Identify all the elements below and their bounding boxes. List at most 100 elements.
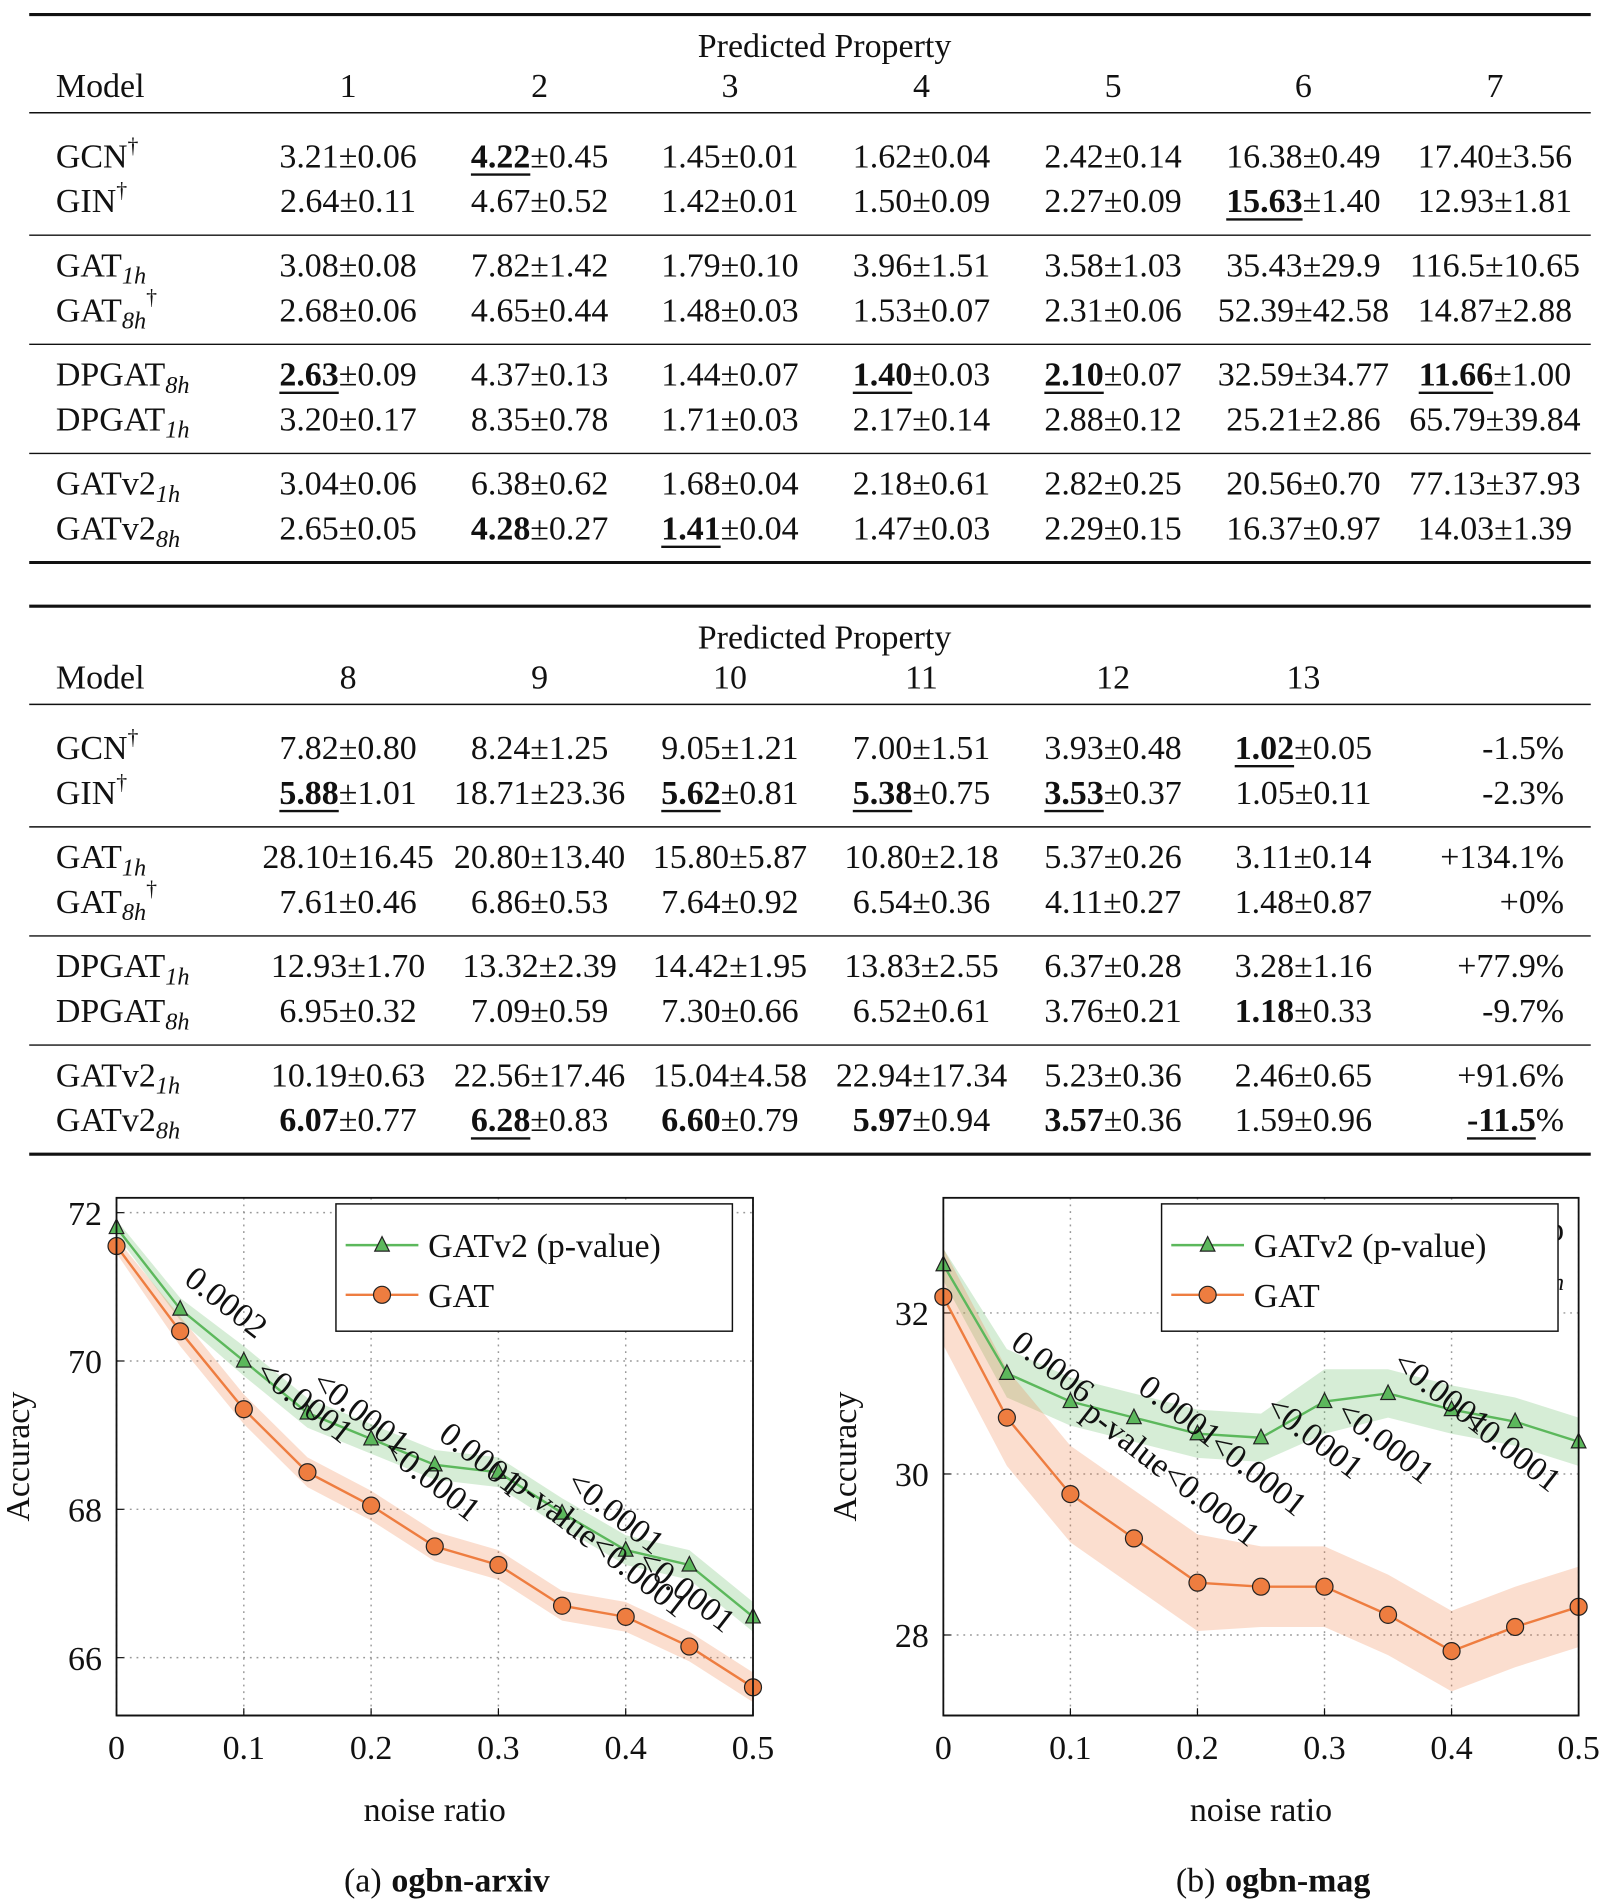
cell-std: ±0.14 bbox=[1293, 839, 1371, 876]
model-sub: 8h bbox=[122, 308, 146, 335]
marker bbox=[298, 1463, 317, 1482]
y-tick-label: 68 bbox=[68, 1492, 102, 1529]
column-header: 4 bbox=[913, 68, 930, 105]
cell-mean: +77.9% bbox=[1457, 948, 1564, 985]
cell-mean: 12.93 bbox=[1418, 183, 1494, 220]
column-header: 2 bbox=[531, 68, 548, 105]
legend-label: GATv2 (p-value) bbox=[428, 1228, 661, 1265]
cell-std: ±0.79 bbox=[721, 1102, 799, 1139]
cell-mean: 2.82 bbox=[1044, 466, 1103, 503]
cell-std: ±0.08 bbox=[339, 247, 417, 284]
legend-label: GAT bbox=[1254, 1278, 1320, 1315]
cell-std: ±0.94 bbox=[912, 1102, 990, 1139]
x-tick-label: 0.2 bbox=[1176, 1730, 1218, 1767]
cell-mean: 4.37 bbox=[471, 357, 530, 394]
cell-mean: 7.30 bbox=[661, 993, 720, 1030]
cell-mean: 1.48 bbox=[661, 292, 720, 329]
cell-mean: 6.28 bbox=[471, 1102, 530, 1139]
legend-marker bbox=[1198, 1285, 1217, 1304]
x-tick-label: 0.5 bbox=[732, 1730, 774, 1767]
cell-std: ±0.63 bbox=[347, 1057, 425, 1094]
cell-std: ±0.49 bbox=[1303, 138, 1381, 175]
cell-std: ±0.12 bbox=[1104, 401, 1182, 438]
cell-mean: 65.79 bbox=[1409, 401, 1485, 438]
x-tick-label: 0 bbox=[935, 1730, 952, 1767]
marker bbox=[617, 1540, 634, 1557]
cell-std: ±0.04 bbox=[912, 138, 990, 175]
x-tick-label: 0.3 bbox=[1303, 1730, 1345, 1767]
cell-mean: 1.48 bbox=[1235, 884, 1294, 921]
y-tick-label: 30 bbox=[895, 1457, 929, 1494]
model-sub: 8h bbox=[156, 526, 180, 553]
cell-std: ±0.09 bbox=[1104, 183, 1182, 220]
cell-std: ±0.01 bbox=[721, 183, 799, 220]
cell-mean: -1.5% bbox=[1482, 730, 1564, 767]
cell-mean: 11.66 bbox=[1419, 357, 1493, 394]
caption-label: (b) bbox=[1176, 1862, 1216, 1899]
cell-mean: 1.62 bbox=[853, 138, 912, 175]
cell-std: ±0.65 bbox=[1294, 1057, 1372, 1094]
cell-mean: +134.1% bbox=[1440, 839, 1564, 876]
cell-std: ±42.58 bbox=[1294, 292, 1389, 329]
y-axis-label: Accuracy bbox=[0, 1392, 37, 1522]
cell-mean: 2.17 bbox=[853, 401, 912, 438]
legend-box bbox=[1160, 1203, 1559, 1332]
cell-mean: 28.10 bbox=[262, 839, 338, 876]
marker bbox=[1124, 1529, 1144, 1548]
cell-mean: 15.04 bbox=[653, 1057, 729, 1094]
std-band bbox=[943, 1248, 1579, 1466]
cell-std: ±0.75 bbox=[912, 775, 990, 812]
cell-mean: 77.13 bbox=[1409, 466, 1485, 503]
model: GATv2 bbox=[56, 1057, 156, 1094]
model-name: GIN† bbox=[56, 770, 127, 812]
cell-std: ±0.14 bbox=[912, 401, 990, 438]
cell-mean: 3.11 bbox=[1235, 839, 1293, 876]
cell-std: ±0.27 bbox=[530, 511, 608, 548]
cell-std: ±0.03 bbox=[721, 401, 799, 438]
cell-std: ±0.05 bbox=[339, 511, 417, 548]
cell-mean: 1.50 bbox=[853, 183, 912, 220]
marker bbox=[171, 1299, 189, 1316]
x-tick-label: 0.2 bbox=[350, 1730, 392, 1767]
cell-mean: 3.08 bbox=[279, 247, 338, 284]
marker bbox=[1379, 1383, 1397, 1401]
cell-mean: 2.68 bbox=[279, 292, 338, 329]
cell-mean: 18.71 bbox=[454, 775, 530, 812]
model-sup: † bbox=[146, 877, 157, 901]
model-name: GAT1h bbox=[56, 247, 146, 289]
cell-mean: 2.65 bbox=[279, 511, 338, 548]
marker bbox=[553, 1503, 571, 1520]
cell-mean: -9.7% bbox=[1482, 993, 1564, 1030]
cell-mean: 2.27 bbox=[1044, 183, 1103, 220]
cell-std: ±0.87 bbox=[1294, 884, 1372, 921]
cell-mean: 17.40 bbox=[1418, 138, 1494, 175]
cell-std: ±0.09 bbox=[912, 183, 990, 220]
model-sup: † bbox=[116, 770, 127, 794]
cell-std: ±2.18 bbox=[921, 839, 999, 876]
x-tick-label: 0.1 bbox=[1049, 1730, 1091, 1767]
caption: (a) ogbn-arxiv bbox=[344, 1862, 550, 1899]
cell-std: ±0.59 bbox=[530, 993, 608, 1030]
cell-std: ±0.46 bbox=[339, 884, 417, 921]
cell-mean: 14.03 bbox=[1418, 511, 1494, 548]
cell-mean: 3.53 bbox=[1044, 775, 1103, 812]
cell-mean: 3.20 bbox=[279, 401, 338, 438]
cell-std: ±1.25 bbox=[530, 730, 608, 767]
cell-mean: 13.32 bbox=[462, 948, 538, 985]
x-tick-label: 0.5 bbox=[1557, 1730, 1599, 1767]
cell-std: ±1.00 bbox=[1493, 357, 1571, 394]
cell-mean: +0% bbox=[1500, 884, 1564, 921]
marker bbox=[998, 1363, 1016, 1381]
cell-mean: 3.28 bbox=[1235, 948, 1294, 985]
marker bbox=[1251, 1577, 1271, 1596]
column-header: 10 bbox=[713, 660, 747, 697]
cell-std: ±1.51 bbox=[912, 730, 990, 767]
marker bbox=[235, 1351, 253, 1368]
model-name: GAT8h† bbox=[56, 877, 157, 926]
cell-mean: 1.40 bbox=[853, 357, 912, 394]
cell-mean: 4.11 bbox=[1045, 884, 1103, 921]
cell-mean: 1.53 bbox=[853, 292, 912, 329]
cell-mean: 5.88 bbox=[279, 775, 338, 812]
cell-mean: 6.37 bbox=[1044, 948, 1103, 985]
marker bbox=[1443, 1399, 1460, 1417]
